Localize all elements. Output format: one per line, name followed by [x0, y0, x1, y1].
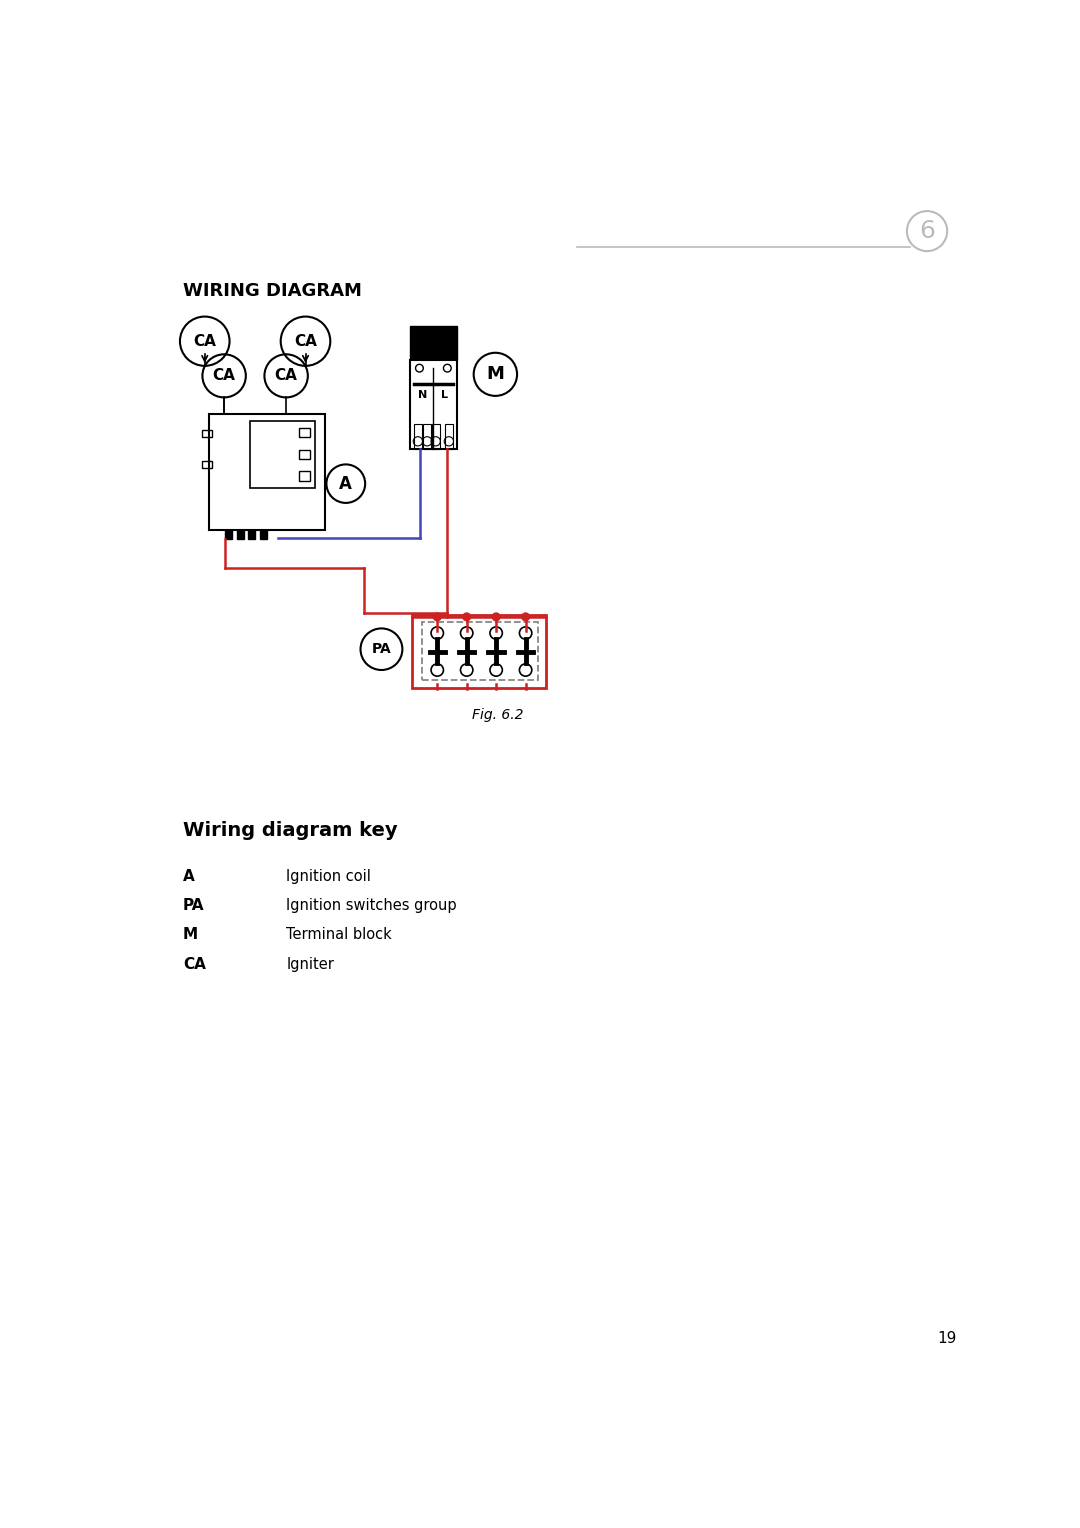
Bar: [413, 614, 545, 688]
Text: PA: PA: [183, 898, 204, 914]
Circle shape: [522, 613, 529, 620]
Text: CA: CA: [183, 957, 206, 972]
Bar: [423, 425, 431, 449]
Bar: [248, 530, 255, 539]
Bar: [422, 622, 538, 680]
Bar: [414, 425, 422, 449]
Circle shape: [463, 613, 471, 620]
Bar: [237, 530, 243, 539]
Bar: [208, 414, 325, 530]
Text: M: M: [486, 365, 504, 384]
Text: L: L: [441, 390, 448, 400]
Text: A: A: [339, 475, 352, 492]
Bar: [202, 460, 212, 468]
Bar: [249, 420, 314, 487]
Text: CA: CA: [213, 368, 235, 384]
Text: WIRING DIAGRAM: WIRING DIAGRAM: [183, 283, 362, 299]
Text: 19: 19: [937, 1331, 957, 1346]
Text: PA: PA: [372, 642, 391, 656]
Text: Ignition coil: Ignition coil: [286, 869, 372, 883]
Bar: [299, 471, 310, 481]
Circle shape: [433, 613, 441, 620]
Text: A: A: [183, 869, 194, 883]
Bar: [299, 449, 310, 458]
Text: Igniter: Igniter: [286, 957, 334, 972]
Text: Wiring diagram key: Wiring diagram key: [183, 821, 397, 840]
Text: Terminal block: Terminal block: [286, 927, 392, 943]
Bar: [202, 429, 212, 437]
Text: 6: 6: [919, 219, 935, 243]
Text: CA: CA: [294, 333, 316, 348]
Text: Ignition switches group: Ignition switches group: [286, 898, 457, 914]
Text: CA: CA: [274, 368, 298, 384]
Bar: [260, 530, 267, 539]
Bar: [410, 361, 457, 449]
Text: M: M: [183, 927, 198, 943]
Bar: [432, 425, 440, 449]
Text: N: N: [418, 390, 428, 400]
Circle shape: [492, 613, 500, 620]
Bar: [410, 325, 457, 361]
Bar: [299, 428, 310, 437]
Bar: [445, 425, 453, 449]
Text: CA: CA: [193, 333, 216, 348]
Bar: [225, 530, 232, 539]
Text: Fig. 6.2: Fig. 6.2: [472, 707, 524, 721]
